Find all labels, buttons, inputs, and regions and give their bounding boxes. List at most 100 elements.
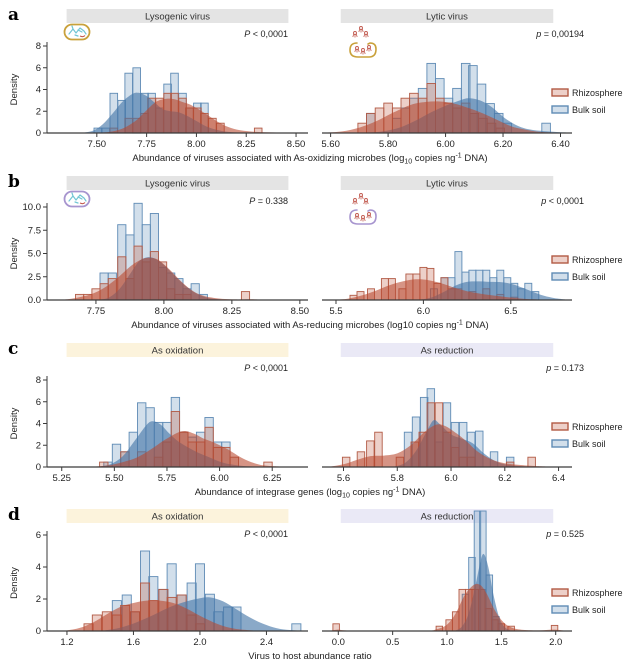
x-tick-label: 1.5 (495, 637, 508, 648)
p-value-label: p = 0.173 (545, 363, 584, 373)
panel-header-title: As oxidation (152, 512, 204, 523)
legend-swatch (551, 255, 569, 264)
y-tick-label: 2 (36, 594, 41, 605)
p-value-label: p = 0,00194 (535, 29, 584, 39)
x-tick-label: 5.5 (329, 306, 342, 317)
x-tick-label: 6.0 (417, 306, 430, 317)
x-tick-label: 1.2 (60, 637, 73, 648)
x-tick-label: 7.75 (137, 139, 156, 150)
legend-label: Rhizosphere (572, 88, 623, 98)
x-tick-label: 2.4 (260, 637, 273, 648)
legend-swatch (551, 105, 569, 114)
y-tick-label: 2.5 (28, 272, 41, 283)
row-letter: d (8, 505, 20, 525)
y-tick-label: 5.0 (28, 249, 41, 260)
x-tick-label: 0.0 (332, 637, 345, 648)
panel-header-strip (340, 509, 554, 523)
y-axis-label: Density (9, 237, 20, 269)
legend-label: Bulk soil (572, 439, 606, 449)
x-tick-label: 7.50 (88, 139, 107, 150)
panel: As oxidation 1.2 1.6 2.0 2.4 P < 0,0001 (47, 509, 308, 648)
panel-header-strip (340, 9, 554, 23)
p-value-label: P < 0,0001 (244, 363, 288, 373)
legend-label: Bulk soil (572, 605, 606, 615)
x-tick-label: 8.25 (223, 306, 242, 317)
x-axis-label: Abundance of viruses associated with As-… (131, 320, 488, 332)
legend: Rhizosphere Bulk soil (551, 422, 623, 449)
legend-swatch (551, 439, 569, 448)
x-tick-label: 7.75 (87, 306, 106, 317)
rhizosphere-density (100, 98, 296, 133)
panel: Lytic virus 5.60 5.80 6.00 6.20 6.40 p = 0,001… (321, 9, 584, 150)
x-tick-label: 6.4 (552, 473, 565, 484)
x-tick-label: 5.60 (321, 139, 340, 150)
x-tick-label: 1.0 (440, 637, 453, 648)
rhizosphere-density (66, 600, 257, 631)
p-value-label: P = 0.338 (249, 196, 288, 206)
x-tick-label: 0.5 (386, 637, 399, 648)
y-axis-label: Density (9, 73, 20, 105)
y-tick-label: 7.5 (28, 225, 41, 236)
y-axis: 0.0 2.5 5.0 7.5 10.0 (23, 202, 48, 306)
panel-header-strip (66, 343, 289, 357)
y-axis-label: Density (9, 567, 20, 599)
legend-swatch (551, 272, 569, 281)
legend-swatch (551, 605, 569, 614)
x-tick-label: 5.6 (337, 473, 350, 484)
y-tick-label: 0 (36, 626, 41, 637)
panel: Lytic virus 5.5 6.0 6.5 p < 0,0001 (322, 176, 584, 317)
x-tick-label: 2.0 (549, 637, 562, 648)
x-axis: 5.25 5.50 5.75 6.00 6.25 (47, 466, 308, 484)
row-letter: b (8, 172, 20, 192)
panel-header-title: Lysogenic virus (145, 179, 210, 190)
p-value-label: P < 0,0001 (244, 29, 288, 39)
y-tick-label: 10.0 (23, 202, 42, 213)
y-tick-label: 6 (36, 530, 41, 541)
rhizosphere-density (331, 583, 565, 631)
x-tick-label: 6.00 (436, 139, 455, 150)
legend-swatch (551, 88, 569, 97)
row-d-chart: d 0 2 4 6 Density As oxidation 1.2 1.6 2.0 2.4 P < … (8, 505, 623, 662)
row-letter: a (8, 5, 19, 25)
rhizosphere-density (63, 257, 268, 300)
y-tick-label: 0 (36, 128, 41, 139)
x-tick-label: 5.75 (158, 473, 177, 484)
x-tick-label: 8.00 (155, 306, 174, 317)
x-tick-label: 6.00 (210, 473, 229, 484)
panel-header-title: As oxidation (152, 346, 204, 357)
panel: As oxidation 5.25 5.50 5.75 6.00 6.25 P < 0,00… (47, 343, 308, 484)
x-tick-label: 6.25 (263, 473, 282, 484)
y-tick-label: 6 (36, 63, 41, 74)
x-axis: 1.2 1.6 2.0 2.4 (47, 630, 308, 648)
rhizosphere-density (336, 279, 546, 300)
legend: Rhizosphere Bulk soil (551, 255, 623, 282)
x-tick-label: 8.50 (287, 139, 306, 150)
legend-label: Rhizosphere (572, 422, 623, 432)
x-axis-label: Abundance of viruses associated with As-… (132, 153, 487, 166)
y-axis-label: Density (9, 407, 20, 439)
y-tick-label: 8 (36, 375, 41, 386)
panel-header-title: Lytic virus (426, 12, 468, 23)
panel-header-title: Lytic virus (426, 179, 468, 190)
x-axis-label: Virus to host abundance ratio (248, 651, 371, 662)
x-tick-label: 6.20 (494, 139, 513, 150)
rhizosphere-density (93, 431, 283, 467)
y-axis: 0 2 4 6 8 (36, 41, 48, 139)
x-tick-label: 8.25 (237, 139, 256, 150)
panel-header-strip (66, 9, 289, 23)
rhizosphere-bars (332, 588, 559, 632)
rhizosphere-density (324, 101, 561, 133)
y-tick-label: 2 (36, 106, 41, 117)
rhizosphere-density (330, 424, 559, 467)
p-value-label: p < 0,0001 (540, 196, 584, 206)
lysogenic-cell-icon (63, 190, 91, 208)
row-a-chart: a 0 2 4 6 8 Density Lysogenic virus 7.50 7.75 8.00… (8, 5, 623, 166)
legend-swatch (551, 422, 569, 431)
x-axis: 7.75 8.00 8.25 8.50 (47, 299, 309, 317)
legend: Rhizosphere Bulk soil (551, 588, 623, 615)
y-tick-label: 0.0 (28, 295, 41, 306)
legend-label: Bulk soil (572, 105, 606, 115)
x-axis: 5.6 5.8 6.0 6.2 6.4 (322, 466, 572, 484)
lytic-cell-icon (349, 26, 377, 58)
